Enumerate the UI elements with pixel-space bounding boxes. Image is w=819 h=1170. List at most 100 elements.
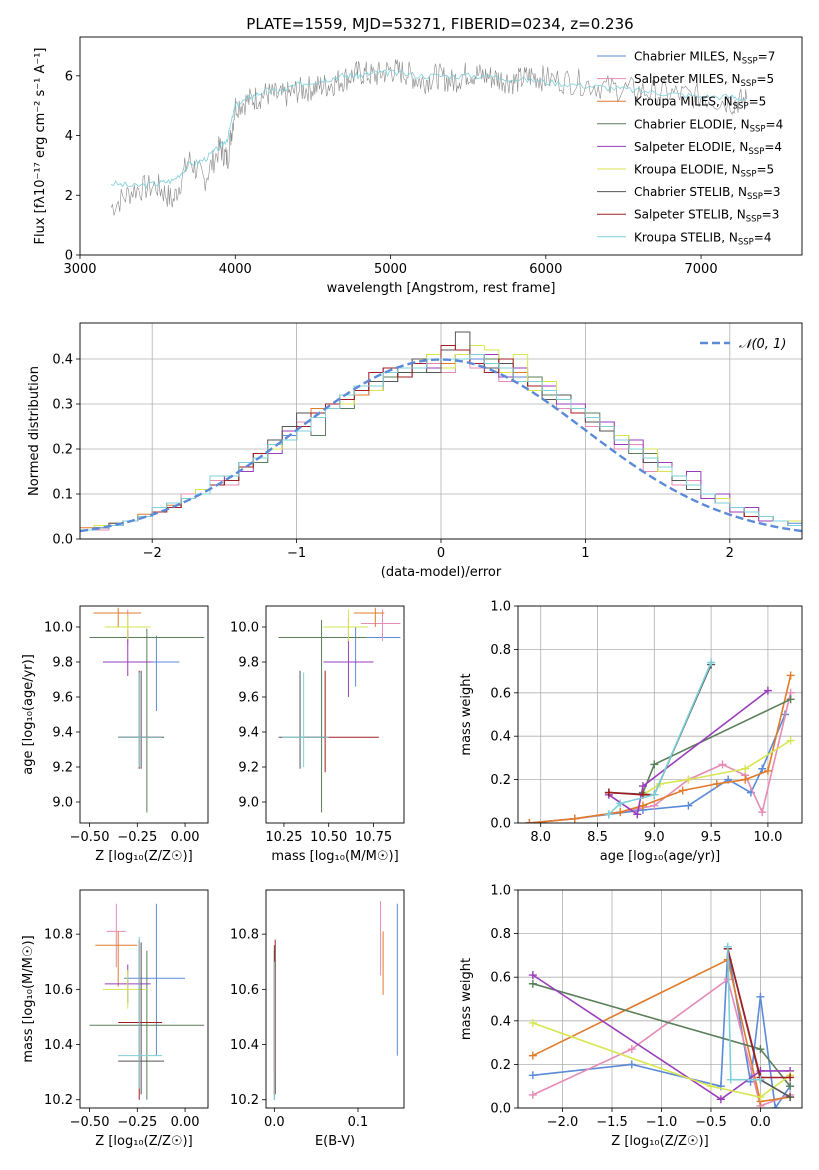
x-tick-label: 0.0 bbox=[264, 1115, 285, 1130]
y-tick-label: 9.4 bbox=[238, 726, 259, 741]
errorbar-point bbox=[89, 950, 205, 1100]
axes-frame bbox=[79, 889, 209, 1109]
weight-marker bbox=[786, 671, 795, 680]
weight-marker bbox=[756, 1045, 765, 1054]
x-tick-label: 9.5 bbox=[701, 830, 722, 845]
y-tick-label: 2 bbox=[65, 189, 73, 204]
x-axis-label: wavelength [Angstrom, rest frame] bbox=[327, 281, 556, 296]
weight-marker bbox=[570, 814, 579, 823]
weight-marker bbox=[716, 1095, 725, 1104]
mass-vs-ebv-plot-area bbox=[273, 901, 398, 1100]
legend-label: Salpeter ELODIE, NSSP=4 bbox=[634, 140, 782, 157]
legend-label-count: =4 bbox=[766, 117, 784, 131]
y-tick-label: 0.3 bbox=[52, 398, 73, 413]
x-tick-label: 5000 bbox=[374, 262, 407, 277]
axes-frame bbox=[517, 605, 803, 824]
weight-marker bbox=[726, 1075, 735, 1084]
weight-marker bbox=[706, 1082, 715, 1091]
x-tick-label: 10.75 bbox=[355, 830, 392, 845]
weight-marker bbox=[528, 971, 537, 980]
y-axis-label: mass weight bbox=[459, 958, 474, 1040]
y-tick-label: 0.6 bbox=[490, 686, 511, 701]
spectrum-plot-area bbox=[110, 59, 747, 216]
y-tick-label: 0.2 bbox=[490, 773, 511, 788]
x-tick-label: −1.0 bbox=[646, 1115, 678, 1130]
weight-marker bbox=[638, 801, 647, 810]
weight-vs-Z-plot-area bbox=[528, 942, 795, 1108]
x-tick-label: 4000 bbox=[219, 262, 252, 277]
residuals-plot-area bbox=[80, 331, 802, 533]
weight-marker bbox=[528, 1090, 537, 1099]
x-axis-label: Z [log₁₀(Z/Z☉)] bbox=[611, 1134, 708, 1149]
errorbar-point bbox=[104, 614, 151, 640]
weight-marker bbox=[633, 810, 642, 819]
weight-line bbox=[532, 974, 791, 1101]
errorbar-point bbox=[118, 672, 163, 767]
weight-marker bbox=[741, 764, 750, 773]
spectrum-line bbox=[110, 59, 747, 216]
errorbar-point bbox=[118, 936, 163, 1089]
weight-marker bbox=[604, 788, 613, 797]
legend-label-sub: SSP bbox=[746, 215, 762, 225]
y-tick-label: 10.0 bbox=[230, 621, 259, 636]
age-vs-mass-panel: 10.25 10.50 10.75 9.0 9.2 9.4 9.6 9.8 10.0 mass [… bbox=[230, 605, 405, 864]
legend-label-main: Salpeter STELIB, N bbox=[634, 208, 746, 222]
y-tick-label: 0.8 bbox=[490, 643, 511, 658]
y-axis-label: mass weight bbox=[459, 673, 474, 755]
weight-marker bbox=[756, 1093, 765, 1102]
legend-label-sub: SSP bbox=[747, 192, 763, 202]
legend-label-main: Chabrier STELIB, N bbox=[634, 185, 747, 199]
weight-marker bbox=[786, 736, 795, 745]
y-tick-label: 1.0 bbox=[490, 600, 511, 615]
legend-label-sub: SSP bbox=[733, 102, 749, 112]
x-axis-label: (data-model)/error bbox=[381, 565, 502, 580]
legend-label-count: =5 bbox=[756, 163, 774, 177]
normal-curve bbox=[80, 358, 802, 533]
legend-label-main: Kroupa MILES, N bbox=[634, 95, 733, 109]
y-tick-label: 4 bbox=[65, 129, 73, 144]
weight-marker bbox=[741, 775, 750, 784]
errorbar-point bbox=[93, 607, 142, 627]
legend-label: Chabrier MILES, NSSP=7 bbox=[634, 50, 775, 67]
x-tick-label: −0.50 bbox=[70, 1115, 110, 1130]
y-tick-label: 9.6 bbox=[238, 691, 259, 706]
legend-label-main: Chabrier MILES, N bbox=[634, 50, 742, 64]
y-tick-label: 6 bbox=[65, 69, 73, 84]
spectrum-line bbox=[110, 69, 747, 189]
x-tick-label: −0.25 bbox=[117, 1115, 157, 1130]
legend-label-count: =5 bbox=[749, 95, 767, 109]
y-tick-label: 9.0 bbox=[52, 796, 73, 811]
weight-vs-age-plot-area bbox=[525, 658, 795, 823]
errorbar-point bbox=[106, 903, 126, 968]
weight-marker bbox=[707, 658, 716, 667]
spectrum-panel: 3000 4000 5000 6000 7000 0 2 4 6 wavelength [Angs… bbox=[33, 36, 803, 296]
y-tick-label: 0.0 bbox=[490, 1102, 511, 1117]
y-tick-label: 0.4 bbox=[490, 730, 511, 745]
x-axis-label: E(B-V) bbox=[315, 1134, 355, 1149]
legend-label: 𝒩(0, 1) bbox=[739, 337, 786, 352]
x-axis-label: Z [log₁₀(Z/Z☉)] bbox=[95, 849, 192, 864]
weight-marker bbox=[786, 1073, 795, 1082]
y-tick-label: 10.6 bbox=[230, 983, 259, 998]
legend-label-sub: SSP bbox=[742, 57, 758, 67]
weight-marker bbox=[678, 786, 687, 795]
weight-marker bbox=[758, 764, 767, 773]
y-tick-label: 9.4 bbox=[52, 726, 73, 741]
legend-label-sub: SSP bbox=[741, 79, 757, 89]
y-tick-label: 10.6 bbox=[44, 983, 73, 998]
weight-marker bbox=[684, 775, 693, 784]
y-axis-label: mass [log₁₀(M/M☉)] bbox=[21, 935, 36, 1062]
weight-marker bbox=[627, 1060, 636, 1069]
weight-vs-age-panel: 8.0 8.5 9.0 9.5 10.0 0.0 0.2 0.4 0.6 0.8 1.0 age [l… bbox=[459, 600, 803, 864]
errorbar-point bbox=[282, 672, 329, 767]
x-tick-label: 7000 bbox=[685, 262, 718, 277]
x-tick-label: −0.50 bbox=[70, 830, 110, 845]
x-tick-label: 0 bbox=[437, 546, 445, 561]
legend-label-sub: SSP bbox=[738, 237, 754, 247]
weight-marker bbox=[771, 1104, 780, 1108]
x-tick-label: 8.0 bbox=[530, 830, 551, 845]
residuals-legend: 𝒩(0, 1) bbox=[700, 337, 786, 352]
y-tick-label: 1.0 bbox=[490, 884, 511, 899]
legend-label: Salpeter MILES, NSSP=5 bbox=[634, 72, 774, 89]
x-axis-label: mass [log₁₀(M/M☉)] bbox=[271, 849, 398, 864]
